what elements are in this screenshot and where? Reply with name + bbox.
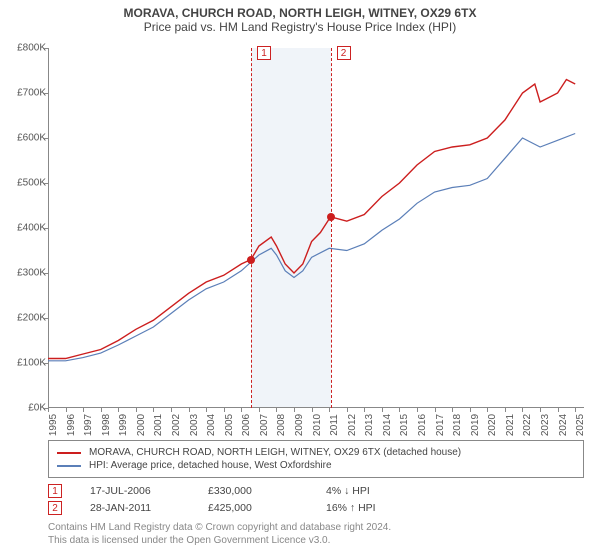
xtick-label: 2000 xyxy=(136,414,147,436)
legend-row-2: HPI: Average price, detached house, West… xyxy=(57,460,575,471)
legend-label-2: HPI: Average price, detached house, West… xyxy=(89,460,332,471)
xtick-label: 1999 xyxy=(118,414,129,436)
xtick-label: 2018 xyxy=(452,414,463,436)
xtick-label: 1997 xyxy=(83,414,94,436)
attribution-line-1: Contains HM Land Registry data © Crown c… xyxy=(48,521,584,534)
xtick-label: 1996 xyxy=(66,414,77,436)
xtick-label: 2023 xyxy=(540,414,551,436)
chart-container: MORAVA, CHURCH ROAD, NORTH LEIGH, WITNEY… xyxy=(0,0,600,560)
marker-badge-1: 1 xyxy=(48,484,62,498)
marker-badge: 1 xyxy=(257,46,271,60)
marker-delta-2: 16% ↑ HPI xyxy=(326,502,416,514)
attribution-line-2: This data is licensed under the Open Gov… xyxy=(48,534,584,547)
marker-line xyxy=(331,48,332,408)
marker-price-1: £330,000 xyxy=(208,485,298,497)
legend-row-1: MORAVA, CHURCH ROAD, NORTH LEIGH, WITNEY… xyxy=(57,447,575,458)
marker-price-2: £425,000 xyxy=(208,502,298,514)
legend-box: MORAVA, CHURCH ROAD, NORTH LEIGH, WITNEY… xyxy=(48,440,584,478)
xtick-label: 2017 xyxy=(435,414,446,436)
xtick-label: 2011 xyxy=(329,414,340,436)
marker-row-2: 2 28-JAN-2011 £425,000 16% ↑ HPI xyxy=(48,501,584,515)
xtick-label: 2010 xyxy=(312,414,323,436)
xtick-label: 2001 xyxy=(153,414,164,436)
marker-dot xyxy=(327,213,335,221)
page-title: MORAVA, CHURCH ROAD, NORTH LEIGH, WITNEY… xyxy=(0,0,600,20)
marker-row-1: 1 17-JUL-2006 £330,000 4% ↓ HPI xyxy=(48,484,584,498)
ytick-label: £700K xyxy=(2,88,46,99)
ytick-label: £400K xyxy=(2,223,46,234)
chart-area: £0K£100K£200K£300K£400K£500K£600K£700K£8… xyxy=(48,48,584,408)
attribution: Contains HM Land Registry data © Crown c… xyxy=(48,521,584,547)
xtick-label: 1998 xyxy=(101,414,112,436)
ytick-label: £0K xyxy=(2,403,46,414)
series-line xyxy=(48,80,575,359)
xtick-label: 2024 xyxy=(558,414,569,436)
xtick-label: 2005 xyxy=(224,414,235,436)
xtick-label: 2009 xyxy=(294,414,305,436)
ytick-label: £200K xyxy=(2,313,46,324)
ytick-label: £800K xyxy=(2,43,46,54)
marker-dot xyxy=(247,256,255,264)
marker-badge-2: 2 xyxy=(48,501,62,515)
ytick-label: £600K xyxy=(2,133,46,144)
ytick-label: £500K xyxy=(2,178,46,189)
xtick-label: 2013 xyxy=(364,414,375,436)
xtick-label: 2015 xyxy=(399,414,410,436)
chart-svg xyxy=(48,48,584,408)
xtick-label: 2019 xyxy=(470,414,481,436)
legend-footer: MORAVA, CHURCH ROAD, NORTH LEIGH, WITNEY… xyxy=(48,440,584,547)
marker-table: 1 17-JUL-2006 £330,000 4% ↓ HPI 2 28-JAN… xyxy=(48,484,584,515)
xtick-label: 2012 xyxy=(347,414,358,436)
marker-line xyxy=(251,48,252,408)
xtick-label: 1995 xyxy=(48,414,59,436)
legend-swatch-2 xyxy=(57,465,81,467)
xtick-label: 2020 xyxy=(487,414,498,436)
xtick-label: 2002 xyxy=(171,414,182,436)
page-subtitle: Price paid vs. HM Land Registry's House … xyxy=(0,20,600,38)
xtick-label: 2022 xyxy=(522,414,533,436)
xtick-label: 2025 xyxy=(575,414,586,436)
legend-swatch-1 xyxy=(57,452,81,454)
marker-badge: 2 xyxy=(337,46,351,60)
xtick-label: 2008 xyxy=(276,414,287,436)
ytick-label: £100K xyxy=(2,358,46,369)
xtick-label: 2004 xyxy=(206,414,217,436)
series-line xyxy=(48,134,575,361)
xtick-label: 2016 xyxy=(417,414,428,436)
xtick-label: 2014 xyxy=(382,414,393,436)
xtick-label: 2021 xyxy=(505,414,516,436)
legend-label-1: MORAVA, CHURCH ROAD, NORTH LEIGH, WITNEY… xyxy=(89,447,461,458)
xtick-label: 2007 xyxy=(259,414,270,436)
marker-date-2: 28-JAN-2011 xyxy=(90,502,180,514)
xtick-label: 2006 xyxy=(241,414,252,436)
xtick-label: 2003 xyxy=(189,414,200,436)
marker-delta-1: 4% ↓ HPI xyxy=(326,485,416,497)
ytick-label: £300K xyxy=(2,268,46,279)
marker-date-1: 17-JUL-2006 xyxy=(90,485,180,497)
